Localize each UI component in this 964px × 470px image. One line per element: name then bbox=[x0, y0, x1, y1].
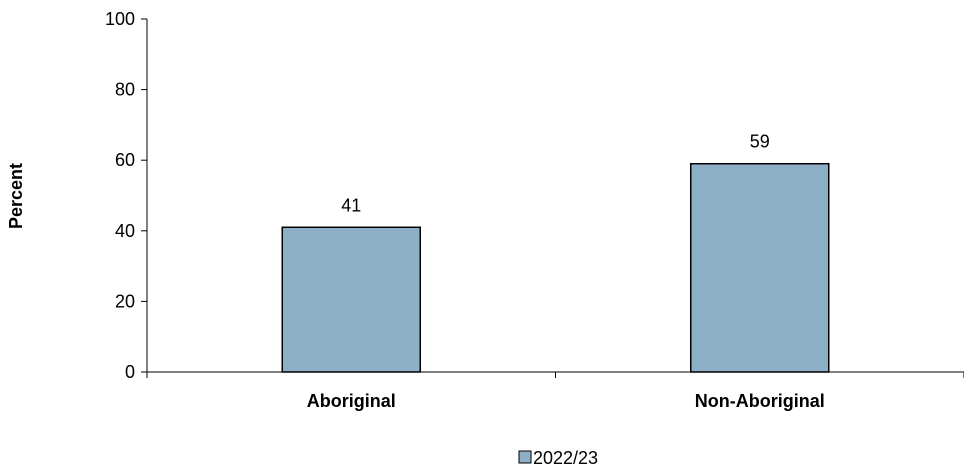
legend-label-2022-23: 2022/23 bbox=[533, 448, 598, 468]
bars bbox=[281, 162, 830, 373]
y-tick-label-0: 0 bbox=[125, 362, 135, 382]
y-axis-title: Percent bbox=[6, 163, 26, 229]
legend: 2022/23 bbox=[518, 448, 598, 468]
y-tick-label-20: 20 bbox=[115, 291, 135, 311]
data-label-non-aboriginal: 59 bbox=[750, 132, 770, 152]
category-labels: Aboriginal Non-Aboriginal bbox=[307, 391, 825, 411]
legend-swatch-2022-23 bbox=[518, 450, 532, 464]
category-label-aboriginal: Aboriginal bbox=[307, 391, 396, 411]
y-tick-label-60: 60 bbox=[115, 150, 135, 170]
y-tick-label-40: 40 bbox=[115, 221, 135, 241]
bar-aboriginal bbox=[281, 226, 421, 373]
data-label-aboriginal: 41 bbox=[341, 195, 361, 215]
y-tick-label-80: 80 bbox=[115, 80, 135, 100]
y-ticks: 0 20 40 60 80 100 bbox=[105, 9, 147, 382]
data-labels: 41 59 bbox=[341, 132, 770, 216]
x-ticks bbox=[146, 372, 964, 378]
category-label-non-aboriginal: Non-Aboriginal bbox=[695, 391, 825, 411]
y-tick-label-100: 100 bbox=[105, 9, 135, 29]
bar-non-aboriginal bbox=[690, 162, 830, 373]
